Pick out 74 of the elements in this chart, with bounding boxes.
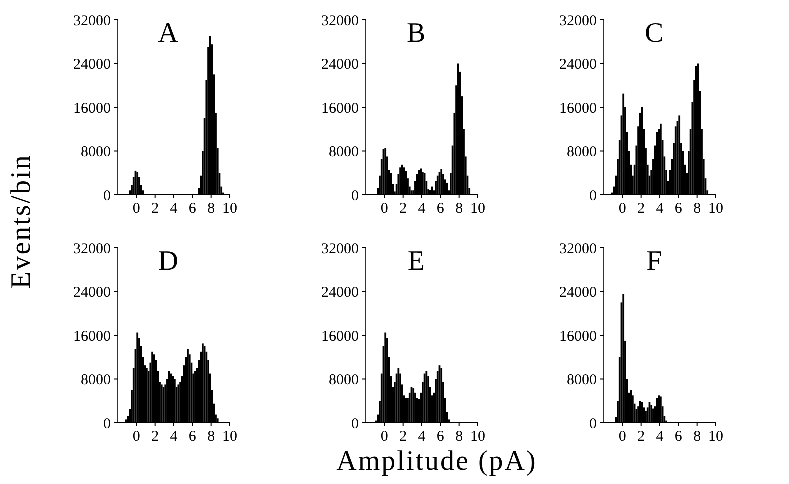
y-tick-label: 0 (352, 188, 359, 204)
y-tick-label: 32000 (560, 241, 597, 258)
x-tick-label: 10 (470, 429, 486, 445)
x-tick-label: 10 (470, 201, 486, 217)
x-tick-label: 0 (380, 429, 388, 445)
y-tick-label: 24000 (560, 285, 597, 301)
y-tick-label: 16000 (74, 100, 111, 117)
x-tick-label: 4 (418, 429, 426, 445)
y-tick-label: 32000 (322, 241, 359, 258)
x-tick-label: 2 (400, 201, 408, 217)
x-tick-label: 6 (436, 429, 445, 445)
y-tick-label: 24000 (322, 57, 359, 73)
chart-title: B (407, 18, 426, 49)
chart-title: E (408, 246, 425, 277)
x-tick-label: 6 (674, 201, 683, 217)
y-axis-title: Events/bin (6, 154, 37, 289)
x-tick-label: 2 (638, 201, 646, 217)
y-tick-label: 32000 (560, 13, 597, 30)
x-tick-label: 6 (436, 201, 445, 217)
x-tick-label: 4 (170, 429, 178, 445)
y-tick-label: 16000 (74, 328, 111, 345)
x-tick-label: 10 (222, 429, 238, 445)
x-tick-label: 8 (456, 429, 464, 445)
y-tick-label: 8000 (567, 372, 597, 388)
y-tick-label: 32000 (74, 241, 111, 258)
chart-title: F (646, 246, 662, 277)
y-tick-label: 24000 (560, 57, 597, 73)
x-tick-label: 2 (152, 429, 160, 445)
y-tick-label: 0 (104, 416, 111, 432)
x-tick-label: 4 (656, 429, 664, 445)
x-axis-title: Amplitude (pA) (336, 446, 538, 477)
x-tick-label: 2 (638, 429, 646, 445)
y-tick-label: 16000 (560, 328, 597, 345)
y-tick-label: 0 (104, 188, 111, 204)
x-tick-label: 2 (400, 429, 408, 445)
x-tick-label: 10 (222, 201, 238, 217)
x-tick-label: 0 (132, 429, 140, 445)
x-tick-label: 4 (418, 201, 426, 217)
y-tick-label: 16000 (322, 328, 359, 345)
y-tick-label: 8000 (81, 144, 111, 160)
x-tick-label: 8 (208, 429, 216, 445)
y-tick-label: 8000 (329, 372, 359, 388)
chart-title: A (158, 18, 180, 49)
y-tick-label: 16000 (322, 100, 359, 117)
y-tick-label: 0 (590, 416, 597, 432)
y-tick-label: 16000 (560, 100, 597, 117)
x-tick-label: 0 (618, 201, 626, 217)
y-tick-label: 0 (590, 188, 597, 204)
x-tick-label: 0 (132, 201, 140, 217)
x-tick-label: 8 (694, 201, 702, 217)
y-tick-label: 8000 (81, 372, 111, 388)
x-tick-label: 8 (208, 201, 216, 217)
y-tick-label: 24000 (322, 285, 359, 301)
x-tick-label: 6 (674, 429, 683, 445)
y-tick-label: 24000 (74, 285, 111, 301)
chart-title: C (645, 18, 664, 49)
x-tick-label: 8 (694, 429, 702, 445)
x-tick-label: 0 (618, 429, 626, 445)
y-tick-label: 8000 (567, 144, 597, 160)
chart-title: D (158, 246, 179, 277)
y-tick-label: 32000 (74, 13, 111, 30)
x-tick-label: 2 (152, 201, 160, 217)
x-tick-label: 6 (188, 429, 197, 445)
y-tick-label: 8000 (329, 144, 359, 160)
x-tick-label: 4 (656, 201, 664, 217)
y-tick-label: 32000 (322, 13, 359, 30)
x-tick-label: 8 (456, 201, 464, 217)
y-tick-label: 0 (352, 416, 359, 432)
y-tick-label: 24000 (74, 57, 111, 73)
x-tick-label: 0 (380, 201, 388, 217)
x-tick-label: 10 (708, 201, 724, 217)
x-tick-label: 10 (708, 429, 724, 445)
x-tick-label: 6 (188, 201, 197, 217)
x-tick-label: 4 (170, 201, 178, 217)
